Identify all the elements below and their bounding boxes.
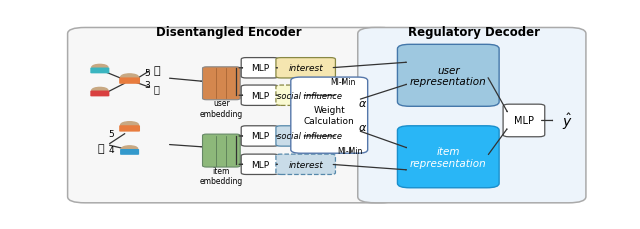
Text: MLP: MLP [251,160,269,169]
FancyBboxPatch shape [241,86,278,106]
FancyBboxPatch shape [202,134,240,167]
Text: MLP: MLP [514,116,534,126]
Text: item
embedding: item embedding [200,166,243,185]
FancyBboxPatch shape [276,126,343,147]
Text: $\alpha$: $\alpha$ [358,99,367,109]
Text: 5: 5 [108,130,114,139]
FancyBboxPatch shape [202,68,240,100]
Circle shape [121,122,138,128]
Text: interest: interest [288,64,323,73]
Text: social influence: social influence [277,91,342,100]
Text: Regulatory Decoder: Regulatory Decoder [408,25,540,38]
Text: item
representation: item representation [410,146,486,168]
FancyBboxPatch shape [241,154,278,175]
Text: 🎧: 🎧 [97,143,104,153]
Text: MLP: MLP [251,91,269,100]
Circle shape [121,75,138,81]
Text: 3: 3 [145,81,150,90]
FancyBboxPatch shape [291,78,367,154]
FancyBboxPatch shape [276,86,343,106]
Text: MI-Min: MI-Min [330,78,356,87]
FancyBboxPatch shape [90,91,109,97]
FancyBboxPatch shape [241,58,278,79]
Text: 4: 4 [108,145,114,154]
FancyBboxPatch shape [276,154,335,175]
Text: social influence: social influence [277,132,342,141]
FancyBboxPatch shape [119,126,140,132]
Circle shape [92,88,108,94]
Text: user
representation: user representation [410,65,486,87]
Text: Disentangled Encoder: Disentangled Encoder [156,25,301,38]
FancyBboxPatch shape [358,28,586,203]
Text: MLP: MLP [251,64,269,73]
Text: MI-Min: MI-Min [338,146,363,155]
Text: 5: 5 [145,69,150,78]
Text: 🎧: 🎧 [154,66,160,76]
Text: user
embedding: user embedding [200,99,243,118]
Text: $\hat{y}$: $\hat{y}$ [562,111,573,131]
Text: 🖱: 🖱 [154,83,160,93]
Circle shape [122,146,138,152]
Circle shape [92,65,108,71]
FancyBboxPatch shape [90,68,109,74]
FancyBboxPatch shape [120,149,139,155]
FancyBboxPatch shape [119,78,140,85]
FancyBboxPatch shape [397,126,499,188]
FancyBboxPatch shape [241,126,278,147]
FancyBboxPatch shape [276,58,335,79]
FancyBboxPatch shape [68,28,397,203]
FancyBboxPatch shape [397,45,499,107]
Text: MLP: MLP [251,132,269,141]
Text: Weight
Calculation: Weight Calculation [304,106,355,125]
Text: interest: interest [288,160,323,169]
FancyBboxPatch shape [503,105,545,137]
Text: $\alpha$: $\alpha$ [358,122,367,132]
